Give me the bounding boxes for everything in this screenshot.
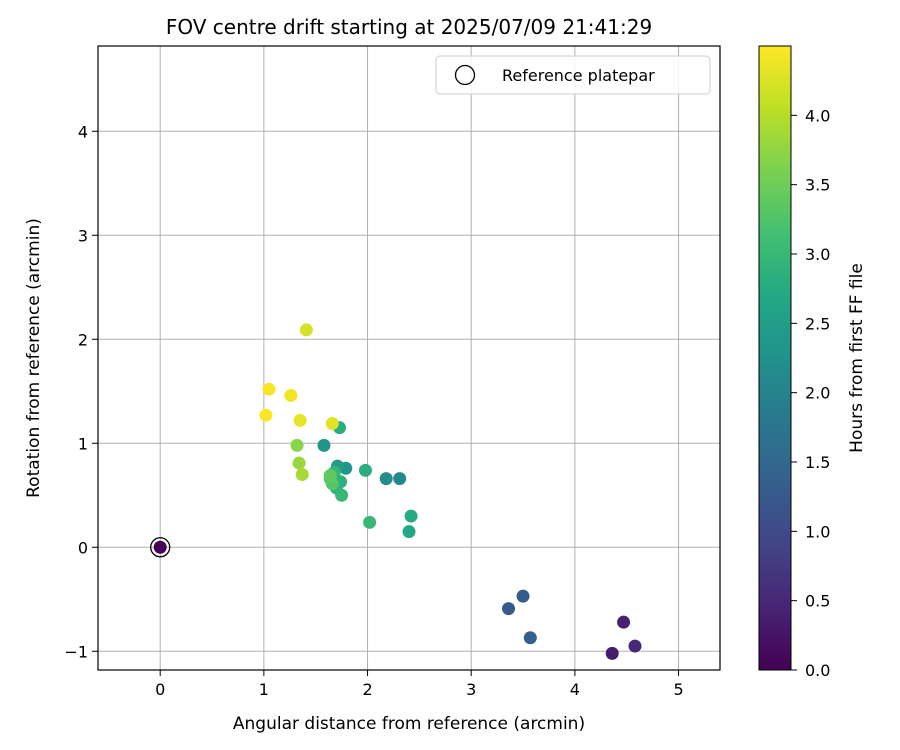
data-point <box>153 540 167 554</box>
data-point <box>335 488 349 502</box>
data-point <box>363 515 377 529</box>
colorbar-tick-label: 0.0 <box>805 661 830 680</box>
data-point <box>379 472 393 486</box>
grid <box>98 46 720 670</box>
colorbar-tick-label: 3.5 <box>805 176 830 195</box>
data-point <box>516 589 530 603</box>
data-point <box>502 602 516 616</box>
colorbar-tick-label: 3.0 <box>805 245 830 264</box>
x-tick-label: 2 <box>362 680 372 699</box>
x-tick-label: 5 <box>673 680 683 699</box>
data-point <box>295 467 309 481</box>
chart-title: FOV centre drift starting at 2025/07/09 … <box>166 15 652 39</box>
legend-reference-marker <box>454 64 476 86</box>
y-axis-ticks: −1 0 1 2 3 4 <box>64 122 98 661</box>
data-point <box>523 631 537 645</box>
data-point <box>393 472 407 486</box>
x-tick-label: 3 <box>466 680 476 699</box>
x-tick-label: 4 <box>570 680 580 699</box>
data-point <box>259 408 273 422</box>
x-tick-label: 1 <box>259 680 269 699</box>
data-point <box>317 438 331 452</box>
data-point <box>299 323 313 337</box>
legend-box <box>435 55 711 95</box>
data-points <box>153 323 642 660</box>
data-point <box>284 388 298 402</box>
y-axis-label: Rotation from reference (arcmin) <box>24 218 44 498</box>
plot-frame <box>97 45 721 671</box>
reference-marker <box>150 537 171 558</box>
x-axis-ticks: 0 1 2 3 4 5 <box>155 670 684 699</box>
x-tick-label: 0 <box>155 680 165 699</box>
colorbar-tick-label: 1.5 <box>805 453 830 472</box>
colorbar: 0.0 0.5 1.0 1.5 2.0 2.5 3.0 3.5 4.0 Hours from f… <box>758 45 867 680</box>
data-point <box>293 413 307 427</box>
data-point <box>605 646 619 660</box>
data-point <box>617 615 631 629</box>
reference-marker-layer <box>150 537 171 558</box>
colorbar-ticks: 0.0 0.5 1.0 1.5 2.0 2.5 3.0 3.5 4.0 <box>791 106 830 680</box>
data-point <box>325 417 339 431</box>
y-tick-label: 0 <box>78 538 88 557</box>
legend-label-reference-platepar: Reference platepar <box>502 66 655 85</box>
y-tick-label: 2 <box>78 330 88 349</box>
data-point <box>628 639 642 653</box>
colorbar-tick-label: 2.5 <box>805 314 830 333</box>
y-tick-label: −1 <box>64 642 88 661</box>
legend: Reference platepar <box>435 55 711 95</box>
x-axis-label: Angular distance from reference (arcmin) <box>233 714 585 734</box>
data-point <box>404 509 418 523</box>
colorbar-gradient <box>758 45 792 671</box>
colorbar-tick-label: 4.0 <box>805 106 830 125</box>
y-tick-label: 1 <box>78 434 88 453</box>
data-point <box>262 382 276 396</box>
data-point <box>323 469 337 483</box>
data-point <box>402 525 416 539</box>
data-point <box>292 456 306 470</box>
y-tick-label: 4 <box>78 122 88 141</box>
data-point <box>358 463 372 477</box>
y-tick-label: 3 <box>78 226 88 245</box>
colorbar-label: Hours from first FF file <box>847 263 867 453</box>
colorbar-tick-label: 0.5 <box>805 592 830 611</box>
colorbar-tick-label: 1.0 <box>805 522 830 541</box>
colorbar-tick-label: 2.0 <box>805 384 830 403</box>
data-point <box>290 438 304 452</box>
